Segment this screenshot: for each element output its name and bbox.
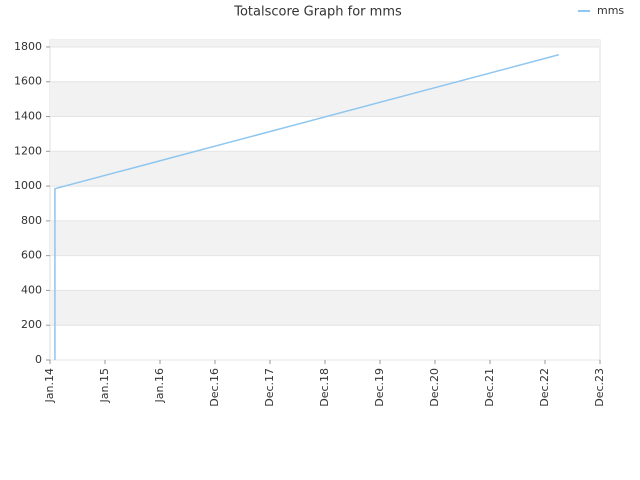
y-tick-label: 1400 <box>14 110 42 123</box>
x-tick-label: Jan.16 <box>153 368 166 403</box>
y-tick-label: 1800 <box>14 40 42 53</box>
x-tick-label: Dec.16 <box>208 368 221 407</box>
y-tick-label: 1200 <box>14 144 42 157</box>
y-tick-label: 0 <box>35 353 42 366</box>
x-tick-label: Dec.20 <box>428 368 441 407</box>
line-series <box>54 54 559 360</box>
grid-band <box>50 81 600 117</box>
grid-band <box>50 290 600 326</box>
x-tick-label: Dec.17 <box>263 368 276 407</box>
grid-band <box>50 151 600 187</box>
x-tick-label: Dec.19 <box>373 368 386 407</box>
chart-title: Totalscore Graph for mms <box>233 5 402 20</box>
y-tick-label: 1600 <box>14 75 42 88</box>
x-tick-label: Dec.22 <box>538 368 551 407</box>
y-tick-label: 200 <box>21 318 42 331</box>
y-tick-label: 600 <box>21 249 42 262</box>
x-tick-label: Dec.21 <box>483 368 496 407</box>
y-tick-label: 800 <box>21 214 42 227</box>
grid-band <box>50 40 600 47</box>
x-tick-label: Dec.23 <box>593 368 606 407</box>
x-tick-label: Jan.14 <box>43 368 56 403</box>
legend-label: mms <box>597 4 624 17</box>
y-tick-label: 1000 <box>14 179 42 192</box>
x-tick-label: Dec.18 <box>318 368 331 407</box>
grid-band <box>50 220 600 256</box>
y-tick-label: 400 <box>21 283 42 296</box>
x-tick-label: Jan.15 <box>98 368 111 403</box>
